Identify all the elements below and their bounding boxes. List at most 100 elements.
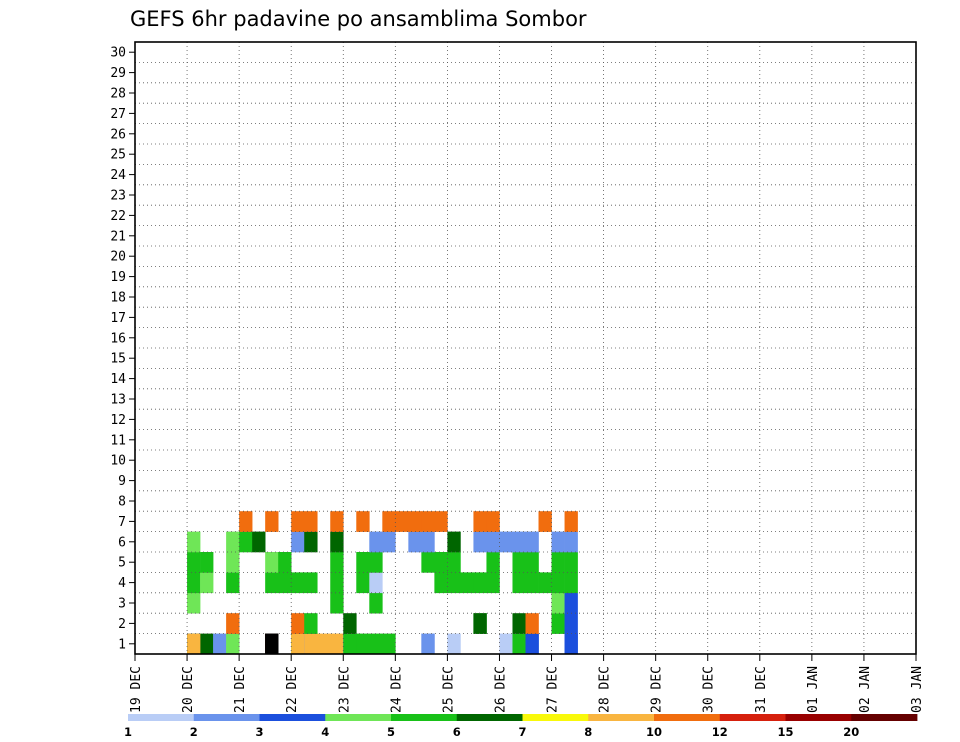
y-tick-label: 21	[110, 229, 126, 244]
colorbar-swatch	[719, 714, 786, 721]
colorbar-label: 2	[190, 725, 198, 739]
heatmap-cell	[291, 531, 305, 553]
y-tick-label: 5	[118, 556, 126, 571]
heatmap-cell	[538, 511, 552, 532]
heatmap-cell	[330, 592, 344, 614]
heatmap-cell	[551, 531, 565, 553]
x-tick-label: 20 DEC	[181, 666, 196, 713]
y-tick-label: 15	[110, 352, 126, 367]
heatmap-cell	[369, 633, 383, 655]
heatmap-cell	[382, 633, 396, 655]
x-tick-label: 01 JAN	[806, 666, 821, 713]
colorbar-label: 1	[124, 725, 132, 739]
heatmap-cell	[304, 531, 318, 553]
y-tick-label: 19	[110, 270, 126, 285]
heatmap-cell	[486, 572, 500, 594]
heatmap-cell	[369, 552, 383, 573]
heatmap-cell	[564, 552, 578, 573]
y-tick-label: 14	[110, 372, 126, 387]
heatmap-cell	[408, 531, 422, 553]
heatmap-cell	[200, 633, 214, 655]
heatmap-cell	[447, 633, 461, 655]
heatmap-cell	[330, 511, 344, 532]
heatmap-cell	[330, 531, 344, 553]
heatmap-cell	[330, 633, 344, 655]
heatmap-cell	[551, 572, 565, 594]
colorbar-swatch	[325, 714, 392, 721]
y-tick-label: 29	[110, 66, 126, 81]
heatmap-cell	[226, 572, 240, 594]
heatmap-cell	[551, 552, 565, 573]
y-tick-label: 6	[118, 535, 126, 550]
heatmap-cell	[187, 633, 201, 655]
colorbar-label: 6	[453, 725, 461, 739]
heatmap-cell	[512, 613, 526, 634]
heatmap-cell	[473, 613, 487, 634]
heatmap-cell	[317, 633, 331, 655]
heatmap-cell	[187, 531, 201, 553]
y-tick-label: 17	[110, 311, 126, 326]
y-tick-label: 28	[110, 87, 126, 102]
heatmap-cell	[525, 531, 539, 553]
heatmap-cell	[512, 531, 526, 553]
x-tick-label: 30 DEC	[702, 666, 717, 713]
heatmap-cell	[525, 633, 539, 655]
colorbar-swatch	[259, 714, 326, 721]
heatmap-cell	[486, 531, 500, 553]
heatmap-cell	[564, 572, 578, 594]
heatmap-cell	[434, 511, 448, 532]
heatmap-cell	[291, 613, 305, 634]
x-tick-label: 02 JAN	[858, 666, 873, 713]
colorbar-swatch	[588, 714, 655, 721]
heatmap-cell	[525, 552, 539, 573]
colorbar-label: 5	[387, 725, 395, 739]
heatmap-cell	[265, 511, 279, 532]
heatmap-cell	[473, 531, 487, 553]
heatmap-cell	[226, 552, 240, 573]
heatmap-cell	[447, 531, 461, 553]
heatmap-cell	[226, 633, 240, 655]
colorbar-label: 7	[518, 725, 526, 739]
heatmap-cell	[486, 511, 500, 532]
heatmap-cell	[200, 552, 214, 573]
heatmap-cell	[460, 572, 474, 594]
heatmap-cell	[564, 633, 578, 655]
y-tick-label: 9	[118, 474, 126, 489]
heatmap-cell	[564, 511, 578, 532]
heatmap-cell	[304, 633, 318, 655]
y-tick-label: 13	[110, 393, 126, 408]
y-tick-label: 2	[118, 617, 126, 632]
y-tick-label: 23	[110, 189, 126, 204]
heatmap-cell	[434, 552, 448, 573]
y-tick-label: 26	[110, 127, 126, 142]
heatmap-cell	[382, 531, 396, 553]
heatmap-cell	[551, 613, 565, 634]
heatmap-cell	[226, 613, 240, 634]
y-tick-label: 11	[110, 433, 126, 448]
y-tick-label: 1	[118, 637, 126, 652]
heatmap-cell	[525, 613, 539, 634]
heatmap-cell	[291, 511, 305, 532]
heatmap-cell	[187, 572, 201, 594]
heatmap-cell	[499, 531, 513, 553]
heatmap-cell	[239, 531, 253, 553]
heatmap-cell	[278, 572, 292, 594]
y-tick-label: 16	[110, 331, 126, 346]
heatmap-cell	[408, 511, 422, 532]
heatmap-cell	[278, 552, 292, 573]
x-tick-label: 26 DEC	[493, 666, 508, 713]
heatmap-cell	[369, 592, 383, 614]
heatmap-cell	[356, 633, 370, 655]
x-tick-label: 28 DEC	[598, 666, 613, 713]
heatmap-cell	[382, 511, 396, 532]
heatmap-cell	[343, 613, 357, 634]
heatmap-cells	[187, 511, 578, 655]
heatmap-cell	[499, 633, 513, 655]
x-tick-label: 29 DEC	[650, 666, 665, 713]
heatmap-cell	[564, 592, 578, 614]
heatmap-cell	[551, 592, 565, 614]
heatmap-cell	[473, 572, 487, 594]
colorbar-swatch	[522, 714, 589, 721]
heatmap-cell	[421, 511, 435, 532]
